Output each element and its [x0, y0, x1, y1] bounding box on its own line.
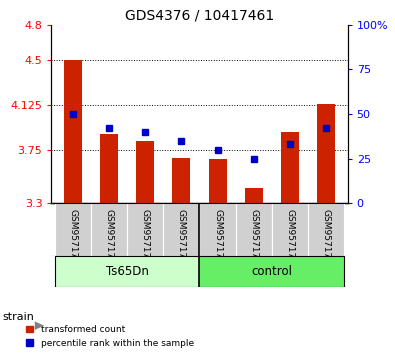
Bar: [199, 203, 235, 256]
Bar: [91, 203, 127, 256]
Bar: [199, 256, 344, 287]
Legend: transformed count, percentile rank within the sample: transformed count, percentile rank withi…: [24, 323, 196, 349]
Text: GSM957176: GSM957176: [213, 210, 222, 264]
Title: GDS4376 / 10417461: GDS4376 / 10417461: [125, 8, 274, 22]
Text: GSM957174: GSM957174: [141, 210, 150, 264]
Bar: [281, 132, 299, 203]
Bar: [127, 203, 164, 256]
Bar: [100, 134, 118, 203]
Bar: [172, 158, 190, 203]
Bar: [164, 203, 199, 256]
Bar: [209, 159, 227, 203]
Text: strain: strain: [2, 312, 34, 322]
Text: Ts65Dn: Ts65Dn: [106, 265, 149, 278]
Bar: [136, 141, 154, 203]
Bar: [272, 203, 308, 256]
Bar: [55, 203, 91, 256]
Text: GSM957179: GSM957179: [322, 210, 331, 264]
Text: GSM957173: GSM957173: [105, 210, 114, 264]
Bar: [64, 61, 82, 203]
Text: GSM957172: GSM957172: [68, 210, 77, 264]
Text: GSM957178: GSM957178: [285, 210, 294, 264]
Bar: [55, 256, 199, 287]
Bar: [235, 203, 272, 256]
Bar: [308, 203, 344, 256]
Bar: [245, 188, 263, 203]
Text: GSM957175: GSM957175: [177, 210, 186, 264]
Text: GSM957177: GSM957177: [249, 210, 258, 264]
Text: control: control: [251, 265, 292, 278]
Bar: [317, 104, 335, 203]
